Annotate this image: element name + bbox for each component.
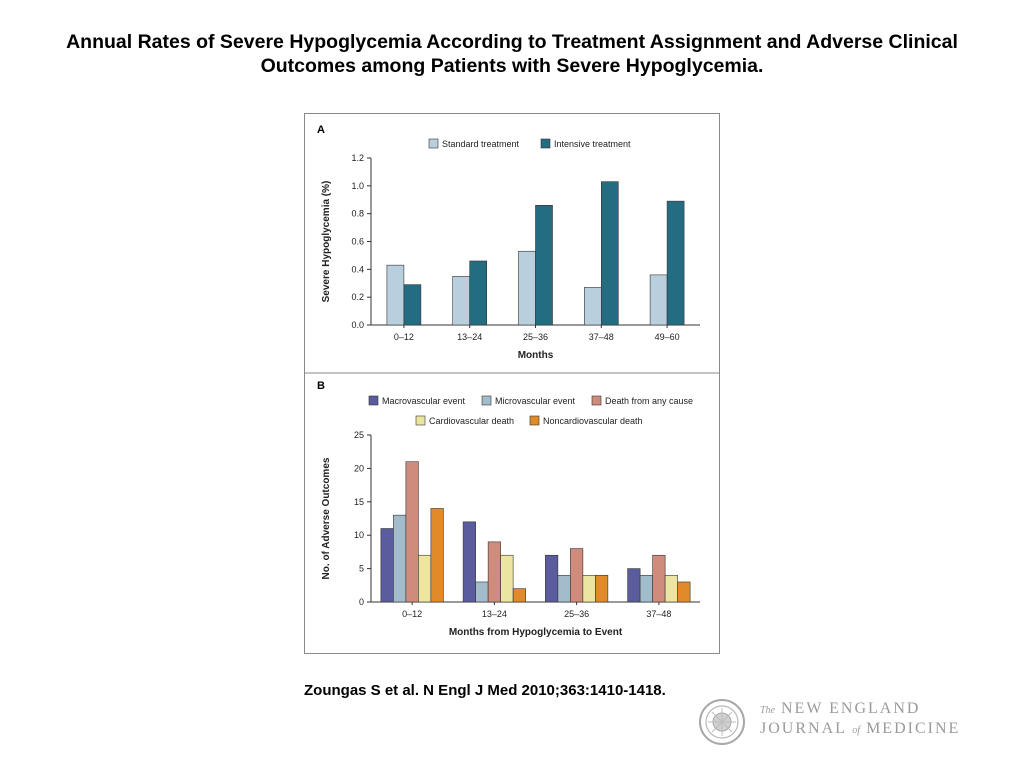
legend-swatch [481, 395, 492, 406]
bar [666, 200, 685, 326]
legend-swatch [415, 415, 426, 426]
legend-swatch [540, 138, 551, 149]
journal-logo: The NEW ENGLAND JOURNAL of MEDICINE [698, 698, 998, 748]
y-tick-label: 20 [354, 463, 364, 473]
bar [582, 574, 596, 603]
panel-letter-b: B [317, 380, 325, 392]
figure-svg: A Standard treatment Intensive treatment 0.… [304, 113, 720, 654]
y-tick-label: 0.8 [351, 209, 364, 219]
journal-new-england: NEW ENGLAND [781, 700, 921, 717]
bar [403, 284, 422, 326]
citation: Zoungas S et al. N Engl J Med 2010;363:1… [304, 682, 666, 699]
panel-a-chart: A Standard treatment Intensive treatment 0.… [317, 124, 700, 361]
y-tick-label: 5 [359, 564, 364, 574]
y-tick-label: 15 [354, 497, 364, 507]
journal-name-line-1: The NEW ENGLAND [760, 700, 920, 718]
x-tick-label: 13–24 [482, 609, 507, 619]
bar [627, 568, 641, 603]
y-axis-label: Severe Hypoglycemia (%) [321, 181, 332, 303]
bar [570, 548, 584, 603]
journal-of: of [852, 725, 861, 736]
bar [639, 574, 653, 603]
legend-swatch [529, 415, 540, 426]
bar [583, 287, 602, 326]
legend-swatch [591, 395, 602, 406]
bar [462, 521, 476, 603]
bar [393, 514, 407, 603]
bar [600, 181, 619, 326]
bar [557, 574, 571, 603]
y-tick-label: 1.0 [351, 181, 364, 191]
legend-label: Microvascular event [495, 396, 576, 406]
y-tick-label: 0.4 [351, 264, 364, 274]
bar [430, 508, 444, 603]
legend-label: Cardiovascular death [429, 416, 514, 426]
bar [512, 588, 526, 603]
slide-title-line-2: Outcomes among Patients with Severe Hypo… [260, 55, 764, 77]
x-tick-label: 49–60 [655, 332, 680, 342]
bar [677, 581, 691, 603]
y-tick-label: 25 [354, 430, 364, 440]
legend-label: Standard treatment [442, 139, 520, 149]
bar [535, 205, 553, 326]
x-tick-label: 25–36 [523, 332, 548, 342]
bar [595, 574, 609, 603]
y-axis-label: No. of Adverse Outcomes [321, 457, 332, 579]
bar [418, 554, 432, 603]
journal-medicine: MEDICINE [866, 720, 961, 737]
x-tick-label: 25–36 [564, 609, 589, 619]
bar [518, 250, 536, 326]
bar [649, 274, 668, 326]
x-axis-label: Months from Hypoglycemia to Event [449, 627, 623, 638]
bar [487, 541, 501, 603]
legend-swatch [428, 138, 439, 149]
bar [500, 554, 514, 603]
panel-b-chart: B Macrovascular event Microvascular event D… [317, 380, 700, 638]
x-tick-label: 0–12 [402, 609, 422, 619]
figure: A Standard treatment Intensive treatment 0.… [304, 113, 720, 654]
legend-label: Intensive treatment [554, 139, 631, 149]
legend-label: Death from any cause [605, 396, 693, 406]
y-tick-label: 0.6 [351, 237, 364, 247]
bar [386, 264, 405, 326]
x-tick-label: 37–48 [646, 609, 671, 619]
slide-title: Annual Rates of Severe Hypoglycemia Acco… [30, 30, 994, 78]
x-tick-label: 13–24 [457, 332, 482, 342]
y-tick-label: 0.0 [351, 320, 364, 330]
bar [469, 260, 487, 326]
journal-the: The [760, 705, 775, 716]
journal-journal: JOURNAL [760, 720, 847, 737]
journal-seal-icon [699, 699, 745, 745]
bar [380, 528, 394, 603]
x-tick-label: 37–48 [589, 332, 614, 342]
legend-label: Noncardiovascular death [543, 416, 643, 426]
x-tick-label: 0–12 [394, 332, 414, 342]
bar [452, 275, 470, 326]
x-axis-label: Months [518, 350, 554, 361]
y-tick-label: 10 [354, 530, 364, 540]
legend-swatch [368, 395, 379, 406]
y-tick-label: 1.2 [351, 153, 364, 163]
legend-label: Macrovascular event [382, 396, 466, 406]
journal-name-line-2: JOURNAL of MEDICINE [760, 720, 960, 738]
y-tick-label: 0.2 [351, 292, 364, 302]
bar [475, 581, 489, 603]
bar [652, 554, 666, 603]
y-tick-label: 0 [359, 597, 364, 607]
slide-title-line-1: Annual Rates of Severe Hypoglycemia Acco… [66, 31, 958, 53]
bar [405, 461, 419, 603]
panel-letter-a: A [317, 124, 325, 136]
bar [545, 554, 559, 603]
bar [664, 574, 678, 603]
